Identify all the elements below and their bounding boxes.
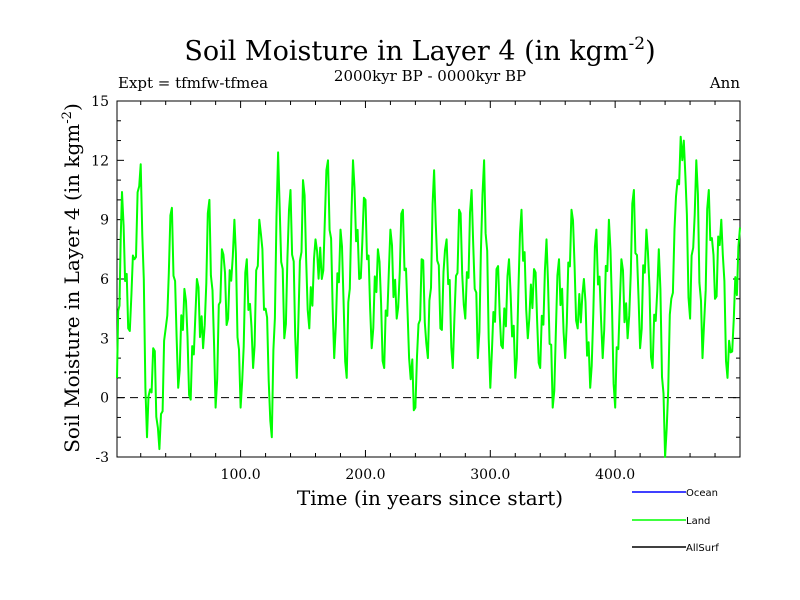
- series-line-land: [116, 135, 741, 458]
- chart-title-close: ): [645, 36, 656, 67]
- y-axis-label: Soil Moisture in Layer 4 (in kgm-2): [60, 103, 84, 453]
- plot-area: -3 0 3 6 9 12 15 100.0 200.0 300.0 400.0: [91, 94, 741, 483]
- legend-label-ocean: Ocean: [686, 488, 718, 499]
- y-tick-label: 15: [91, 94, 109, 110]
- chart-title: Soil Moisture in Layer 4 (in kgm-2): [184, 34, 655, 67]
- y-tick-label: 9: [100, 213, 109, 229]
- x-tick-label: 400.0: [595, 467, 635, 483]
- legend-label-land: Land: [686, 516, 710, 527]
- y-tick-label: 3: [100, 331, 109, 347]
- series-land: [116, 135, 741, 458]
- experiment-label: Expt = tfmfw-tfmea: [118, 74, 268, 92]
- chart-subtitle: 2000kyr BP - 0000kyr BP: [334, 67, 526, 85]
- chart-title-sup: -2: [629, 34, 646, 54]
- y-tick-label: -3: [95, 450, 109, 466]
- chart-title-main: Soil Moisture in Layer 4 (in kgm: [184, 36, 628, 67]
- legend: Ocean Land AllSurf: [632, 488, 719, 554]
- x-tick-label: 300.0: [470, 467, 510, 483]
- y-axis-label-sup: -2: [60, 111, 75, 124]
- x-tick-label: 100.0: [221, 467, 261, 483]
- x-tick-label: 200.0: [345, 467, 385, 483]
- y-axis-label-close: ): [60, 103, 84, 111]
- season-label: Ann: [709, 74, 740, 92]
- legend-label-allsurf: AllSurf: [686, 543, 719, 554]
- y-tick-label: 6: [100, 272, 109, 288]
- x-axis-label: Time (in years since start): [297, 486, 563, 510]
- y-tick-label: 12: [91, 153, 109, 169]
- y-tick-label: 0: [100, 391, 109, 407]
- y-axis-label-main: Soil Moisture in Layer 4 (in kgm: [60, 124, 84, 453]
